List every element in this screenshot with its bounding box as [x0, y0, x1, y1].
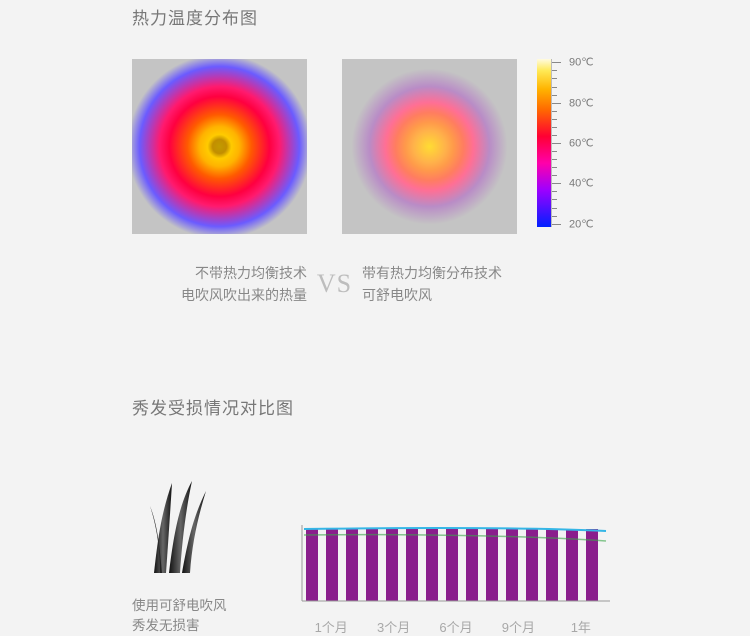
- caption-right-l1: 带有热力均衡分布技术: [362, 262, 537, 284]
- legend-label: 80℃: [569, 96, 594, 109]
- legend-label: 40℃: [569, 177, 594, 190]
- damage-bar-chart: [300, 523, 612, 605]
- heat-section-title: 热力温度分布图: [132, 4, 620, 29]
- caption-left-l2: 电吹风吹出来的热量: [132, 284, 307, 306]
- caption-left: 不带热力均衡技术 电吹风吹出来的热量: [132, 262, 307, 306]
- xaxis-label: 1个月: [300, 617, 362, 636]
- heat-tile-right: [342, 59, 517, 234]
- caption-right: 带有热力均衡分布技术 可舒电吹风: [362, 262, 537, 306]
- hair-caption-l2: 秀发无损害: [132, 616, 282, 636]
- damage-section-title: 秀发受损情况对比图: [132, 394, 620, 419]
- xaxis-label: 6个月: [425, 617, 487, 636]
- hair-column: 使用可舒电吹风 秀发无损害: [132, 481, 282, 636]
- legend-ticks: [552, 59, 566, 227]
- heat-gradient-strong: [132, 59, 307, 234]
- xaxis-label: 1年: [550, 617, 612, 636]
- caption-left-l1: 不带热力均衡技术: [132, 262, 307, 284]
- hair-caption: 使用可舒电吹风 秀发无损害: [132, 596, 282, 636]
- heat-tile-left: [132, 59, 307, 234]
- damage-row: 使用可舒电吹风 秀发无损害 1个月3个月6个月9个月1年: [132, 481, 620, 636]
- heat-gradient-soft: [342, 59, 517, 234]
- caption-right-l2: 可舒电吹风: [362, 284, 537, 306]
- legend-label: 60℃: [569, 137, 594, 150]
- heat-captions: 不带热力均衡技术 电吹风吹出来的热量 VS 带有热力均衡分布技术 可舒电吹风: [132, 262, 620, 306]
- vs-label: VS: [307, 269, 362, 299]
- legend-label: 90℃: [569, 56, 594, 69]
- heat-row: 90℃ 80℃ 60℃ 40℃ 20℃: [132, 59, 620, 234]
- damage-chart-column: 1个月3个月6个月9个月1年: [300, 523, 620, 636]
- xaxis-label: 3个月: [362, 617, 424, 636]
- temperature-legend: 90℃ 80℃ 60℃ 40℃ 20℃: [537, 59, 606, 234]
- legend-labels: 90℃ 80℃ 60℃ 40℃ 20℃: [566, 59, 606, 227]
- legend-label: 20℃: [569, 217, 594, 230]
- xaxis-label: 9个月: [487, 617, 549, 636]
- hair-caption-l1: 使用可舒电吹风: [132, 596, 282, 616]
- legend-color-bar: [537, 59, 552, 227]
- damage-xaxis: 1个月3个月6个月9个月1年: [300, 617, 612, 636]
- hair-icon: [136, 481, 216, 573]
